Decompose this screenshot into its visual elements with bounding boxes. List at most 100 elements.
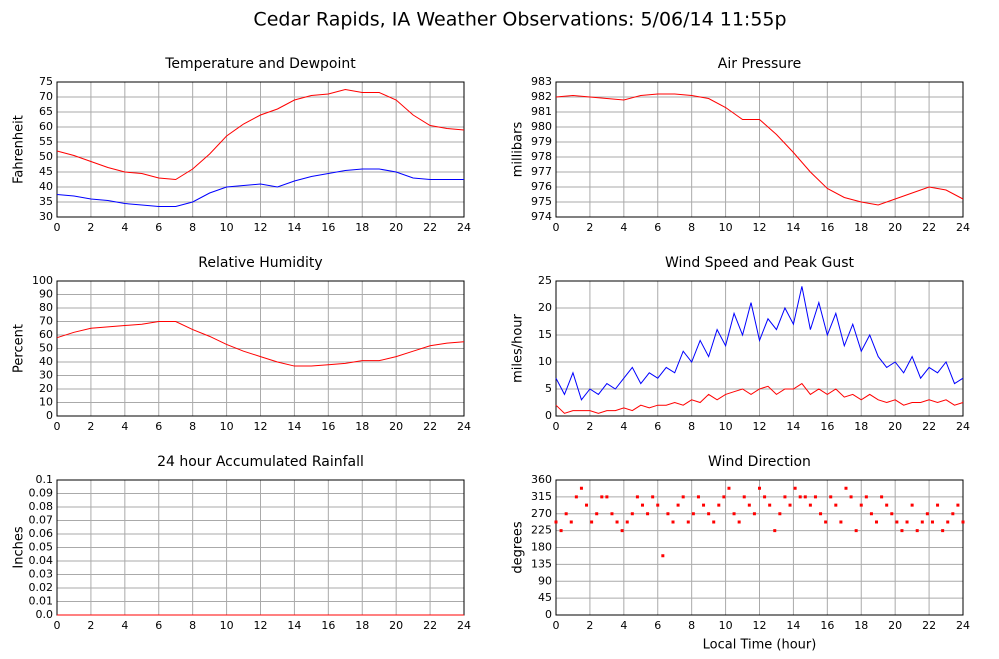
point xyxy=(900,529,904,533)
x-tick-label: 10 xyxy=(220,420,234,433)
y-axis-label: degrees xyxy=(511,521,526,574)
point xyxy=(651,495,655,499)
point xyxy=(727,486,731,490)
point xyxy=(656,503,660,507)
point xyxy=(936,503,940,507)
x-tick-label: 10 xyxy=(220,619,234,632)
x-tick-label: 22 xyxy=(423,420,437,433)
y-tick-label: 360 xyxy=(531,473,552,486)
x-tick-label: 18 xyxy=(355,221,369,234)
x-tick-label: 2 xyxy=(87,420,94,433)
x-tick-label: 12 xyxy=(254,420,268,433)
plot-frame xyxy=(555,81,964,218)
point xyxy=(920,520,924,524)
y-tick-label: 25 xyxy=(538,274,552,287)
x-tick-label: 12 xyxy=(254,221,268,234)
point xyxy=(671,520,675,524)
y-tick-label: 982 xyxy=(531,90,552,103)
y-tick-label: 60 xyxy=(39,328,53,341)
series-line xyxy=(555,382,964,414)
point xyxy=(925,512,929,516)
point xyxy=(610,512,614,516)
point xyxy=(930,520,934,524)
x-tick-label: 6 xyxy=(654,420,661,433)
x-tick-label: 24 xyxy=(457,420,471,433)
point xyxy=(798,495,802,499)
x-tick-label: 14 xyxy=(786,420,800,433)
x-tick-label: 10 xyxy=(719,221,733,234)
y-tick-label: 270 xyxy=(531,507,552,520)
x-tick-label: 14 xyxy=(287,619,301,632)
y-tick-label: 0.05 xyxy=(29,541,54,554)
y-axis-label: Inches xyxy=(12,526,27,568)
x-tick-label: 6 xyxy=(155,420,162,433)
point xyxy=(915,529,919,533)
x-tick-label: 0 xyxy=(553,420,560,433)
point xyxy=(600,495,604,499)
point xyxy=(824,520,828,524)
y-axis-label: Percent xyxy=(12,324,27,373)
plot-frame xyxy=(56,280,465,417)
x-tick-label: 20 xyxy=(389,221,403,234)
point xyxy=(788,503,792,507)
x-axis-label: Local Time (hour) xyxy=(703,638,817,653)
x-tick-label: 0 xyxy=(553,619,560,632)
x-tick-label: 4 xyxy=(121,221,128,234)
x-tick-label: 4 xyxy=(620,420,627,433)
point xyxy=(615,520,619,524)
point xyxy=(793,486,797,490)
x-tick-label: 10 xyxy=(719,619,733,632)
x-tick-label: 10 xyxy=(220,221,234,234)
x-tick-label: 2 xyxy=(586,619,593,632)
point xyxy=(722,495,726,499)
x-tick-label: 8 xyxy=(189,619,196,632)
plot-frame xyxy=(555,479,964,616)
point xyxy=(625,520,629,524)
y-tick-label: 5 xyxy=(545,382,552,395)
x-tick-label: 16 xyxy=(820,221,834,234)
y-tick-label: 180 xyxy=(531,541,552,554)
y-tick-label: 0 xyxy=(545,409,552,422)
y-tick-label: 65 xyxy=(39,105,53,118)
subplot-title: Air Pressure xyxy=(718,56,801,72)
x-tick-label: 12 xyxy=(753,619,767,632)
point xyxy=(702,503,706,507)
y-tick-label: 977 xyxy=(531,165,552,178)
point xyxy=(661,554,665,558)
y-tick-label: 315 xyxy=(531,490,552,503)
x-tick-label: 8 xyxy=(688,221,695,234)
y-tick-label: 0.04 xyxy=(29,554,54,567)
y-tick-label: 225 xyxy=(531,524,552,537)
point xyxy=(773,529,777,533)
x-tick-label: 20 xyxy=(389,619,403,632)
series-line xyxy=(56,88,465,181)
point xyxy=(666,512,670,516)
y-tick-label: 50 xyxy=(39,150,53,163)
y-tick-label: 0.03 xyxy=(29,568,54,581)
subplot-title: Wind Direction xyxy=(708,454,811,470)
y-tick-label: 0 xyxy=(46,409,53,422)
point xyxy=(737,520,741,524)
point xyxy=(686,520,690,524)
point xyxy=(783,495,787,499)
y-tick-label: 20 xyxy=(538,301,552,314)
y-tick-label: 60 xyxy=(39,120,53,133)
point xyxy=(961,520,965,524)
series-line xyxy=(555,93,964,206)
y-tick-label: 0.06 xyxy=(29,527,54,540)
point xyxy=(742,495,746,499)
point xyxy=(819,512,823,516)
y-tick-label: 30 xyxy=(39,369,53,382)
x-tick-label: 0 xyxy=(54,619,61,632)
subplot-title: Wind Speed and Peak Gust xyxy=(665,255,854,271)
x-tick-label: 6 xyxy=(155,221,162,234)
point xyxy=(676,503,680,507)
x-tick-label: 4 xyxy=(121,420,128,433)
point xyxy=(569,520,573,524)
y-tick-label: 20 xyxy=(39,382,53,395)
point xyxy=(849,495,853,499)
point xyxy=(559,529,563,533)
x-tick-label: 24 xyxy=(457,619,471,632)
point xyxy=(696,495,700,499)
y-tick-label: 80 xyxy=(39,301,53,314)
